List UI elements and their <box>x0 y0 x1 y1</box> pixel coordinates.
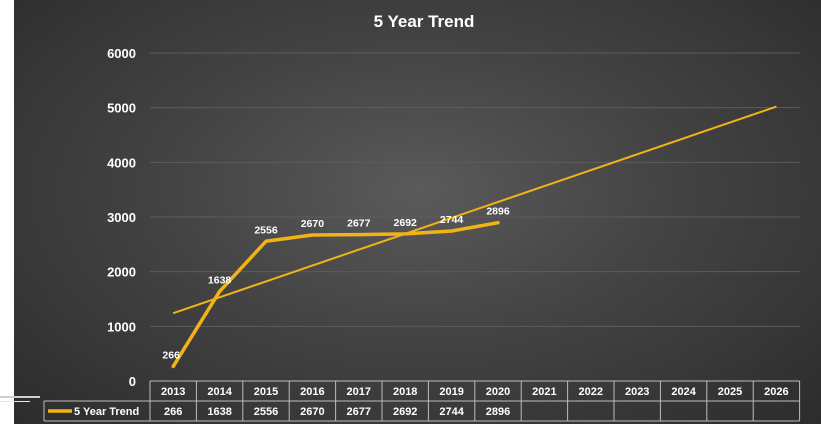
chart-svg: 0 1000 2000 3000 4000 5000 6000 266 1638 2556 267… <box>43 12 801 422</box>
data-label: 2670 <box>301 218 325 230</box>
series-line-5-year-trend <box>171 220 500 369</box>
x-tick-label: 2016 <box>300 386 324 398</box>
data-label: 2556 <box>254 224 278 236</box>
table-value-cell: 2670 <box>300 406 324 418</box>
y-tick-label: 1000 <box>107 319 136 334</box>
table-value-cell: 2677 <box>347 406 371 418</box>
x-tick-label: 2024 <box>671 386 696 398</box>
x-tick-label: 2014 <box>207 386 232 398</box>
x-tick-label: 2023 <box>625 386 649 398</box>
x-tick-label: 2022 <box>579 386 603 398</box>
y-tick-label: 5000 <box>107 101 136 116</box>
data-labels: 266 1638 2556 2670 2677 2692 2744 2896 <box>162 206 509 362</box>
table-value-cell: 266 <box>164 406 182 418</box>
x-tick-label: 2013 <box>161 386 185 398</box>
y-tick-label: 3000 <box>107 210 136 225</box>
trendline <box>172 105 777 315</box>
legend-label: 5 Year Trend <box>74 406 139 418</box>
data-label: 2896 <box>486 206 510 218</box>
data-label: 266 <box>162 349 180 361</box>
x-tick-label: 2026 <box>764 386 788 398</box>
data-label: 2744 <box>440 214 464 226</box>
page-rule-thin <box>0 401 30 402</box>
table-value-cell: 2692 <box>393 406 417 418</box>
data-label: 1638 <box>208 274 232 286</box>
table-value-cell: 2556 <box>254 406 278 418</box>
table-value-cell: 2744 <box>439 406 464 418</box>
table-value-cell: 1638 <box>207 406 231 418</box>
page-rule <box>0 396 40 398</box>
y-tick-label: 4000 <box>107 155 136 170</box>
y-tick-label: 6000 <box>107 46 136 61</box>
x-tick-label: 2025 <box>718 386 742 398</box>
y-axis-tick-labels: 0 1000 2000 3000 4000 5000 6000 <box>107 46 136 389</box>
data-label: 2677 <box>347 218 371 230</box>
y-tick-label: 0 <box>129 374 136 389</box>
data-table: 2013 2014 2015 2016 2017 2018 2019 2020 2021 2022… <box>43 380 801 422</box>
chart-title: 5 Year Trend <box>374 12 475 31</box>
x-tick-label: 2019 <box>439 386 463 398</box>
data-label: 2692 <box>394 217 418 229</box>
series-layer <box>171 105 777 369</box>
x-tick-label: 2018 <box>393 386 417 398</box>
x-tick-label: 2017 <box>347 386 371 398</box>
x-tick-label: 2020 <box>486 386 510 398</box>
chart-panel: 0 1000 2000 3000 4000 5000 6000 266 1638 2556 267… <box>14 0 821 424</box>
y-tick-label: 2000 <box>107 265 136 280</box>
x-tick-label: 2021 <box>532 386 556 398</box>
table-value-cell: 2896 <box>486 406 510 418</box>
x-tick-label: 2015 <box>254 386 278 398</box>
gridlines <box>150 52 800 327</box>
